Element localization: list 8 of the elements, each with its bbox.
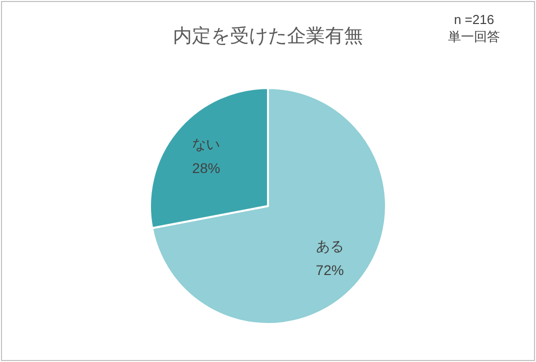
slice-label: ない [192, 136, 220, 152]
data-label: 28% [192, 160, 220, 176]
data-label: 72% [316, 262, 344, 278]
text: n =216 [454, 12, 494, 27]
chart-title: 内定を受けた企業有無 [173, 25, 363, 47]
slice-label: ある [316, 238, 344, 254]
pie-slice [151, 87, 387, 325]
text: 単一回答 [448, 29, 500, 44]
